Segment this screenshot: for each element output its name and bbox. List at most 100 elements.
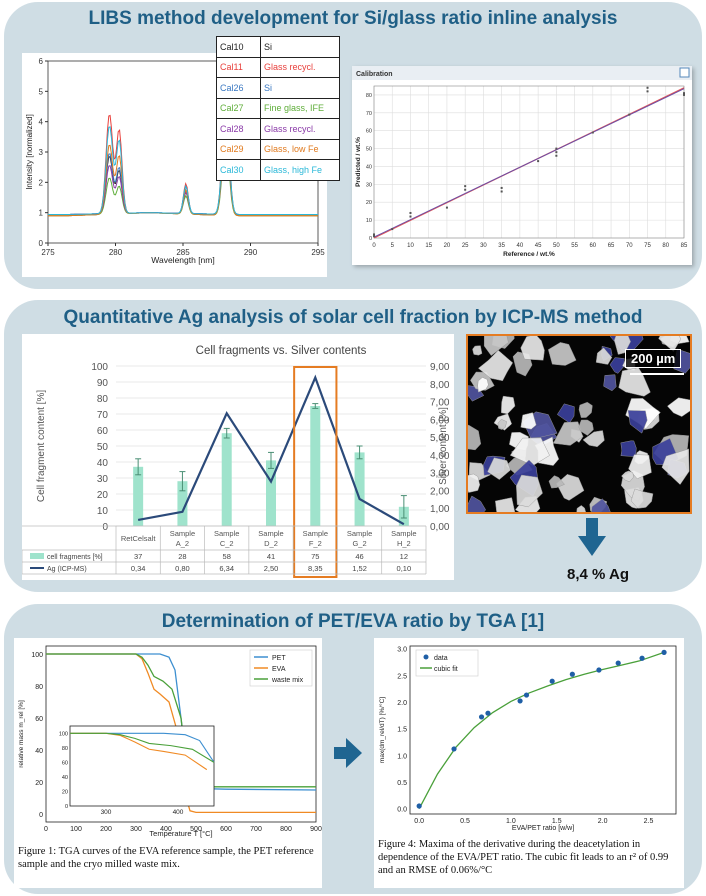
y-tick-label: 2.5	[397, 673, 407, 680]
category-label: G_2	[352, 539, 366, 548]
y-tick-label: 0.0	[397, 807, 407, 814]
x-tick-label: 55	[571, 243, 578, 249]
y-tick-label: 0	[39, 239, 44, 248]
y-tick-label: 40	[366, 164, 372, 170]
inset-line	[70, 732, 215, 763]
particle	[472, 345, 483, 356]
y-tick-label: 0	[369, 236, 372, 242]
fragment-bar	[310, 406, 321, 526]
figure-1-caption: Figure 1: TGA curves of the EVA referenc…	[18, 846, 314, 870]
scale-bar-label: 200 µm	[625, 349, 682, 368]
particle	[578, 401, 593, 418]
icp-chart-title: Cell fragments vs. Silver contents	[196, 345, 367, 357]
x-tick-label: 30	[480, 243, 487, 249]
fragments-legend-swatch	[30, 553, 44, 559]
calibration-title: Calibration	[356, 71, 393, 78]
highlight-box	[293, 366, 338, 578]
particle	[501, 395, 516, 415]
particle	[591, 498, 611, 512]
y-tick-label: 80	[97, 394, 109, 405]
fragment-bar	[266, 460, 276, 526]
icp-chart-card: Cell fragments vs. Silver contents 0 10 20 3…	[21, 334, 454, 580]
eva-pet-fit-chart: 0.0 0.5 1.0 1.5 2.0 2.5 3.0 0.0 0.5 1.0 1.5 2.0 2.5 E…	[378, 645, 677, 832]
data-point	[451, 746, 457, 752]
y-tick-label: 5	[39, 87, 44, 96]
particle	[628, 454, 652, 480]
fragment-bar	[133, 466, 144, 526]
legend-cal-name: Cal29	[216, 138, 261, 160]
silver-line	[137, 374, 405, 526]
category-label: D_2	[264, 539, 278, 548]
category-label: Sample	[303, 529, 328, 538]
y-tick-label: 100	[91, 362, 108, 373]
data-point	[639, 655, 645, 661]
x-tick-label: 1.5	[552, 818, 562, 825]
particle	[578, 419, 594, 436]
particle	[552, 421, 584, 446]
legend-label: PET	[272, 655, 286, 662]
y-tick-label: 10	[366, 218, 372, 224]
x-tick-label: 80	[662, 243, 669, 249]
libs-panel-title: LIBS method development for Si/glass rat…	[88, 8, 618, 29]
y2-tick-label: 4,00	[430, 451, 450, 462]
particle	[556, 474, 585, 501]
x-tick-label: 300	[130, 826, 142, 833]
zoom-icon	[679, 67, 690, 78]
data-point	[683, 92, 685, 95]
data-point	[591, 131, 594, 134]
y2-tick-label: 0,00	[430, 522, 450, 533]
particle	[477, 377, 489, 393]
x-tick-label: 45	[535, 243, 542, 249]
category-label: RetCelsalt	[121, 534, 157, 543]
x-tick-label: 600	[220, 826, 232, 833]
inset-y-tick-label: 60	[62, 760, 68, 766]
x-tick-label: 285	[176, 248, 190, 257]
data-point	[549, 678, 555, 684]
data-point	[537, 160, 540, 163]
category-label: H_2	[397, 539, 411, 548]
data-point	[391, 228, 394, 231]
data-point	[445, 206, 448, 209]
x-tick-label: 700	[250, 826, 262, 833]
fragment-value: 41	[267, 552, 275, 561]
category-label: Sample	[170, 529, 195, 538]
particle	[556, 403, 575, 424]
right-arrow-icon	[334, 738, 362, 768]
y-tick-label: 30	[97, 474, 109, 485]
inset-y-tick-label: 100	[59, 731, 68, 737]
data-point	[409, 215, 412, 218]
data-point	[628, 113, 631, 116]
data-point	[661, 649, 667, 655]
y-axis-label: relative mass m_rel [%]	[18, 700, 25, 768]
x-tick-label: 290	[244, 248, 258, 257]
inset-y-tick-label: 80	[62, 746, 68, 752]
icp-panel-title: Quantitative Ag analysis of solar cell f…	[63, 307, 643, 328]
inset-x-tick-label: 300	[101, 809, 112, 816]
y-tick-label: 1	[39, 209, 44, 218]
calibration-header	[352, 66, 692, 80]
y2-tick-label: 8,00	[430, 380, 450, 391]
particle	[582, 430, 605, 448]
particle	[548, 342, 577, 366]
libs-spectrum-chart: 0 1 2 3 4 5 6 275 280 285 290 295 Wavelength [nm] Int…	[25, 57, 325, 265]
fragment-value: 46	[355, 552, 363, 561]
data-point	[500, 190, 503, 193]
inset-line	[70, 732, 215, 763]
figure-4-caption: Figure 4: Maxima of the derivative durin…	[378, 839, 669, 876]
inset-y-tick-label: 20	[62, 789, 68, 795]
tga-card: 0 20 40 60 80 100 0 100 200 300 400 500 600 700 800 900…	[14, 638, 322, 888]
particle	[516, 474, 543, 508]
y-tick-label: 80	[35, 684, 43, 691]
fragment-value: 12	[400, 552, 408, 561]
y-tick-label: 50	[97, 442, 109, 453]
y-tick-label: 40	[35, 748, 43, 755]
y-tick-label: 6	[39, 57, 44, 66]
data-point	[464, 188, 467, 191]
x-axis-label: Temperature T [°C]	[149, 829, 212, 838]
x-tick-label: 295	[311, 248, 325, 257]
ag-value: 2,50	[264, 564, 279, 573]
particle	[661, 448, 690, 485]
ag-result: 8,4 % Ag	[567, 566, 629, 583]
y-tick-label: 70	[366, 111, 372, 117]
